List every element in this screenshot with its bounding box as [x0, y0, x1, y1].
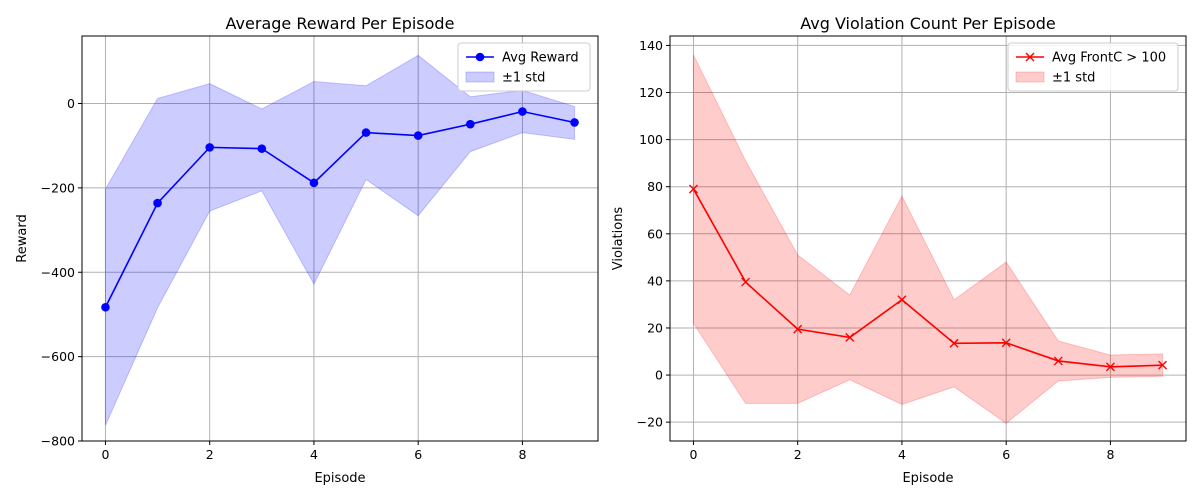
legend-box: [1007, 42, 1179, 92]
x-tick-label: 2: [794, 447, 802, 462]
data-point: [1105, 362, 1115, 372]
legend: Avg Reward ±1 std: [457, 42, 591, 92]
std-band: [692, 54, 1164, 424]
y-tick-label: −20: [637, 415, 663, 430]
y-tick-label: 80: [647, 179, 663, 194]
legend-label-series: Avg Reward: [502, 51, 579, 66]
data-point: [897, 295, 907, 305]
series-line: [692, 188, 1163, 368]
data-point: [257, 144, 267, 153]
data-point: [205, 143, 214, 152]
data-point-stroke: [793, 324, 803, 334]
data-point-stroke: [741, 277, 751, 287]
y-axis-label: Reward: [15, 214, 30, 262]
legend-box: [457, 42, 591, 92]
x-tick-label: 4: [310, 447, 318, 462]
data-point: [949, 338, 959, 348]
plot-frame: [669, 35, 1187, 442]
y-tick-label: 0: [67, 96, 75, 111]
y-tick-label: 40: [647, 273, 663, 288]
y-tick-label: 100: [639, 132, 663, 147]
legend-band-swatch: [465, 71, 495, 83]
data-point: [741, 277, 751, 287]
data-point: [1158, 360, 1168, 370]
chart-title: Average Reward Per Episode: [226, 14, 455, 33]
y-tick-label: −200: [41, 180, 75, 195]
chart-1: 0 2 4 6 8 −800 −600 −400 −200 0 Average Reward Per…: [15, 14, 599, 486]
x-tick-label: 6: [414, 447, 422, 462]
legend-label-series: Avg FrontC > 100: [1052, 51, 1166, 66]
data-point-stroke: [1053, 356, 1063, 366]
x-tick-label: 0: [101, 447, 109, 462]
y-tick-label: 120: [639, 85, 663, 100]
x-tick-label: 6: [1002, 447, 1010, 462]
data-point: [413, 131, 423, 140]
y-tick-label: 0: [655, 368, 663, 383]
x-tick-label: 2: [206, 447, 214, 462]
y-tick-label: 60: [647, 226, 663, 241]
legend-label-band: ±1 std: [502, 71, 545, 86]
data-point-stroke: [949, 338, 959, 348]
data-point-stroke: [688, 184, 698, 194]
y-tick-label: 20: [647, 320, 663, 335]
x-tick-label: 8: [1106, 447, 1114, 462]
data-point: [1001, 338, 1011, 348]
data-point-stroke: [897, 295, 907, 305]
data-point: [688, 184, 698, 194]
data-point-stroke: [1105, 362, 1115, 372]
data-point: [793, 324, 803, 334]
data-point: [518, 107, 527, 116]
data-point-stroke: [1001, 338, 1011, 348]
data-point: [361, 128, 371, 137]
data-point: [101, 302, 110, 312]
y-tick-label: −600: [41, 349, 75, 364]
x-axis-label: Episode: [314, 471, 365, 486]
x-tick-label: 0: [689, 447, 697, 462]
data-point: [466, 119, 475, 129]
legend-marker: [1025, 52, 1035, 62]
plot-frame: [81, 35, 599, 442]
y-tick-label: −400: [41, 265, 75, 280]
y-axis-label: Violations: [611, 207, 626, 271]
data-point: [570, 118, 579, 127]
data-point-stroke: [845, 332, 855, 342]
data-point: [845, 332, 855, 342]
data-point: [153, 198, 162, 208]
legend-label-band: ±1 std: [1052, 71, 1095, 86]
chart-title: Avg Violation Count Per Episode: [800, 14, 1056, 33]
x-tick-label: 8: [518, 447, 526, 462]
legend-band-swatch: [1015, 71, 1045, 83]
chart-2: 0 2 4 6 8 −20 0 20 40 60 80 100 120 140 Avg Violation …: [611, 14, 1187, 486]
x-axis-label: Episode: [902, 471, 953, 486]
data-point: [309, 178, 319, 188]
series-line: [104, 110, 575, 308]
y-tick-label: −800: [41, 434, 75, 449]
y-tick-label: 140: [639, 38, 663, 53]
x-tick-label: 4: [898, 447, 906, 462]
legend-marker: [475, 52, 485, 62]
legend: Avg FrontC > 100 ±1 std: [1007, 42, 1179, 92]
data-point: [1053, 356, 1063, 366]
data-point-stroke: [1158, 360, 1168, 370]
std-band: [104, 54, 576, 426]
